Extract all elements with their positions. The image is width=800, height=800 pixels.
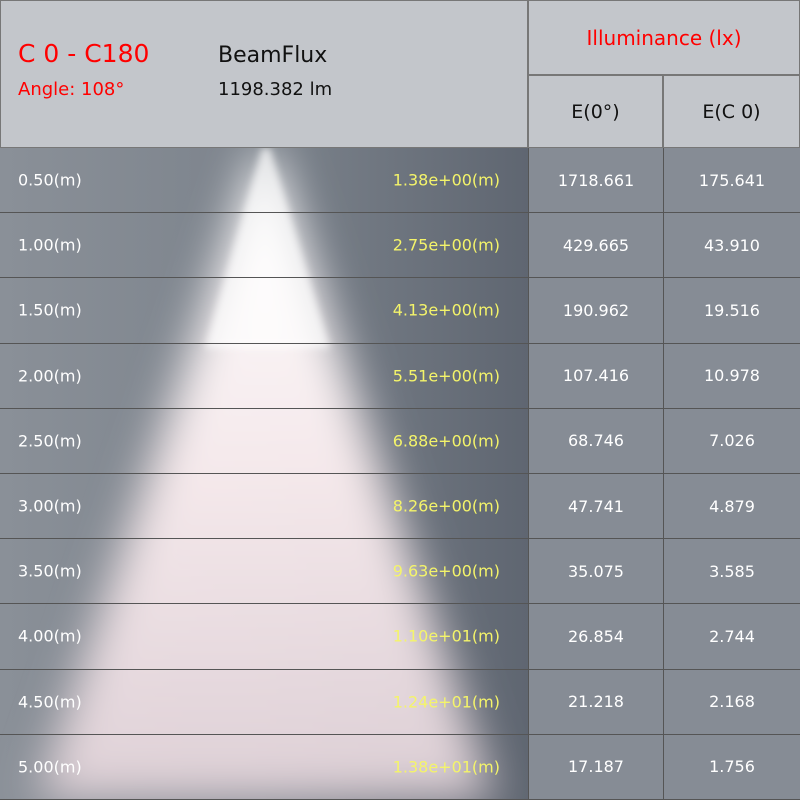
beam-diameter-label: 1.24e+01(m) — [392, 692, 500, 712]
ec0-cell: 2.168 — [663, 669, 800, 734]
table-row: 4.50(m) 1.24e+01(m) 21.218 2.168 — [0, 669, 800, 735]
table-row: 1.50(m) 4.13e+00(m) 190.962 19.516 — [0, 278, 800, 344]
beam-visualization — [0, 148, 528, 800]
distance-label: 3.00(m) — [18, 496, 82, 516]
table-row: 2.50(m) 6.88e+00(m) 68.746 7.026 — [0, 408, 800, 474]
ec0-cell: 1.756 — [663, 734, 800, 799]
light-beam-cone — [36, 148, 494, 800]
e0-cell: 35.075 — [528, 539, 663, 604]
table-row: 3.00(m) 8.26e+00(m) 47.741 4.879 — [0, 474, 800, 540]
e0-cell: 47.741 — [528, 474, 663, 539]
beam-diameter-label: 1.10e+01(m) — [392, 626, 500, 646]
beamflux-value: 1198.382 lm — [218, 79, 333, 100]
e0-cell: 26.854 — [528, 604, 663, 669]
beam-diameter-label: 2.75e+00(m) — [392, 235, 500, 255]
beamflux-label: BeamFlux — [218, 43, 328, 68]
distance-label: 4.00(m) — [18, 626, 82, 646]
illuminance-title: Illuminance (lx) — [528, 0, 800, 75]
beam-diameter-label: 1.38e+00(m) — [392, 170, 500, 190]
e0-cell: 21.218 — [528, 669, 663, 734]
header-info-panel: C 0 - C180 Angle: 108° BeamFlux 1198.382… — [0, 0, 528, 148]
distance-label: 3.50(m) — [18, 561, 82, 581]
ec0-cell: 175.641 — [663, 148, 800, 213]
ec0-cell: 7.026 — [663, 408, 800, 473]
e0-cell: 1718.661 — [528, 148, 663, 213]
e0-cell: 190.962 — [528, 278, 663, 343]
distance-label: 4.50(m) — [18, 692, 82, 712]
distance-label: 2.50(m) — [18, 431, 82, 451]
beam-core — [205, 148, 330, 348]
beam-diameter-label: 5.51e+00(m) — [392, 366, 500, 386]
beam-glow — [36, 148, 494, 800]
e0-cell: 429.665 — [528, 213, 663, 278]
e0-cell: 17.187 — [528, 734, 663, 799]
ec0-cell: 43.910 — [663, 213, 800, 278]
e0-cell: 107.416 — [528, 343, 663, 408]
table-row: 0.50(m) 1.38e+00(m) 1718.661 175.641 — [0, 148, 800, 214]
beam-diameter-label: 6.88e+00(m) — [392, 431, 500, 451]
table-row: 3.50(m) 9.63e+00(m) 35.075 3.585 — [0, 539, 800, 605]
distance-label: 0.50(m) — [18, 170, 82, 190]
distance-label: 2.00(m) — [18, 366, 82, 386]
column-header-ec0: E(C 0) — [663, 75, 800, 148]
beam-diameter-label: 8.26e+00(m) — [392, 496, 500, 516]
angle-label: Angle: 108° — [18, 79, 125, 100]
e0-cell: 68.746 — [528, 408, 663, 473]
distance-label: 1.00(m) — [18, 235, 82, 255]
ec0-cell: 4.879 — [663, 474, 800, 539]
table-row: 2.00(m) 5.51e+00(m) 107.416 10.978 — [0, 343, 800, 409]
ec0-cell: 19.516 — [663, 278, 800, 343]
beam-diameter-label: 9.63e+00(m) — [392, 561, 500, 581]
table-row: 5.00(m) 1.38e+01(m) 17.187 1.756 — [0, 734, 800, 800]
beam-diameter-label: 1.38e+01(m) — [392, 757, 500, 777]
beam-diameter-label: 4.13e+00(m) — [392, 300, 500, 320]
ec0-cell: 3.585 — [663, 539, 800, 604]
ec0-cell: 2.744 — [663, 604, 800, 669]
table-row: 4.00(m) 1.10e+01(m) 26.854 2.744 — [0, 604, 800, 670]
distance-label: 1.50(m) — [18, 300, 82, 320]
distance-label: 5.00(m) — [18, 757, 82, 777]
ec0-cell: 10.978 — [663, 343, 800, 408]
column-header-e0: E(0°) — [528, 75, 663, 148]
c-plane-label: C 0 - C180 — [18, 39, 150, 68]
table-row: 1.00(m) 2.75e+00(m) 429.665 43.910 — [0, 213, 800, 279]
